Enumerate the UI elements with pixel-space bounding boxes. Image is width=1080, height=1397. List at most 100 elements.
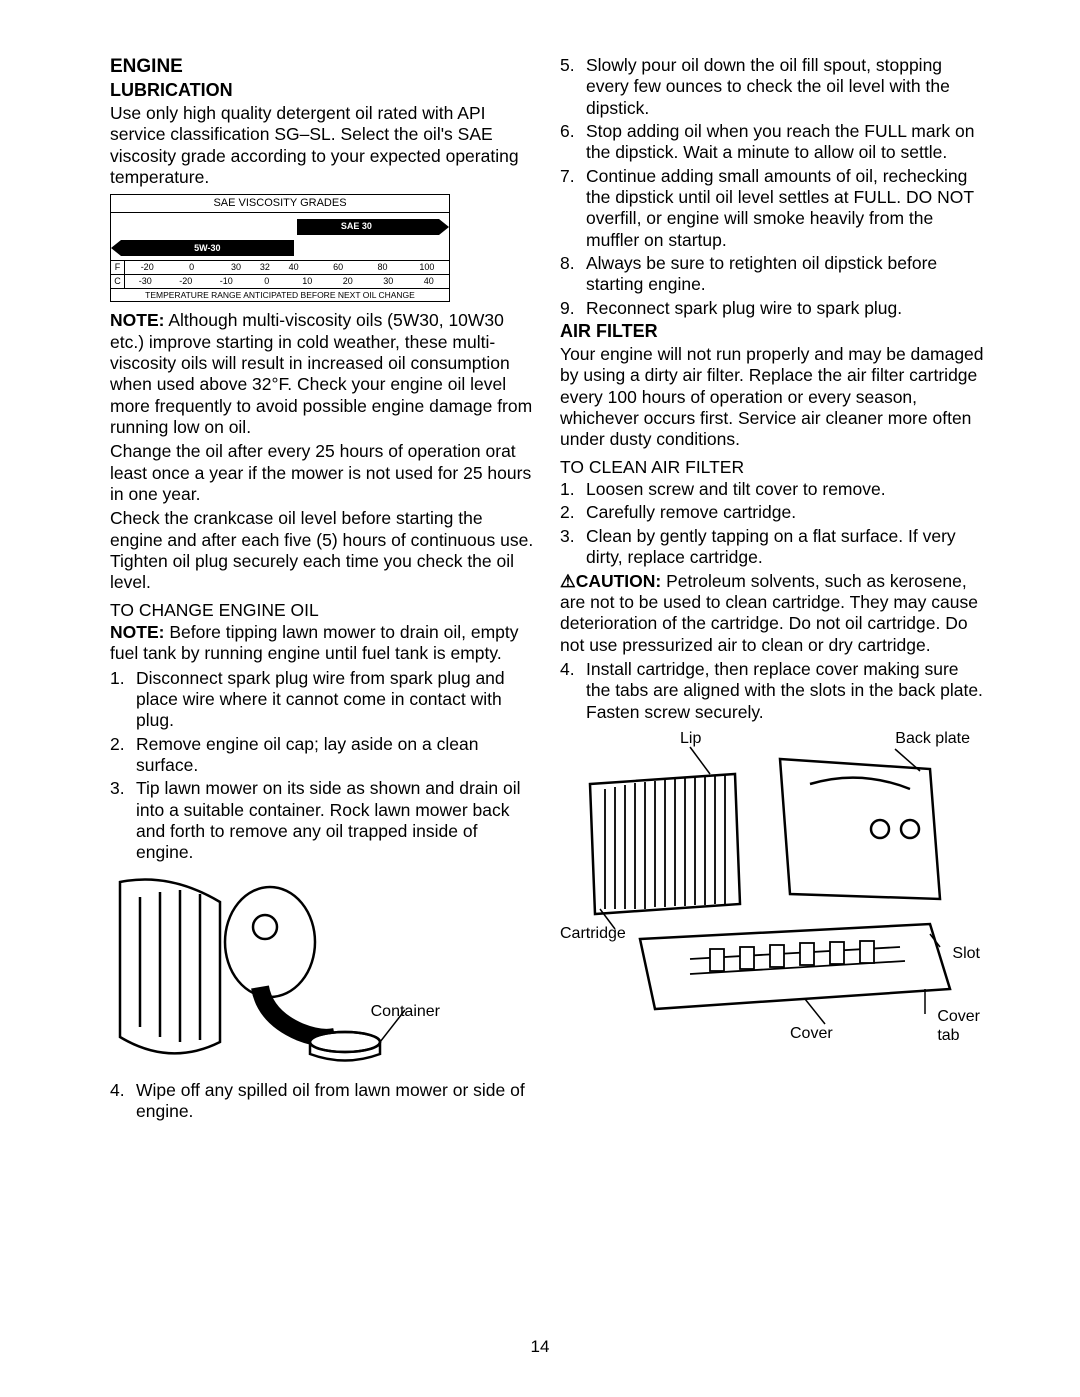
scale-f-val: -20 — [125, 261, 169, 274]
scale-c-unit: C — [111, 275, 125, 288]
step-number: 1. — [560, 479, 586, 500]
list-item: 4.Install cartridge, then replace cover … — [560, 659, 985, 723]
list-item: 1.Loosen screw and tilt cover to remove. — [560, 479, 985, 500]
scale-c-val: 20 — [328, 275, 369, 288]
step-text: Loosen screw and tilt cover to remove. — [586, 479, 985, 500]
step-number: 5. — [560, 55, 586, 119]
step-number: 2. — [110, 734, 136, 777]
list-item: 3.Tip lawn mower on its side as shown an… — [110, 778, 535, 863]
scale-f-val: 60 — [316, 261, 360, 274]
heading-air-filter: AIR FILTER — [560, 321, 985, 343]
list-item: 8.Always be sure to retighten oil dipsti… — [560, 253, 985, 296]
note-label: NOTE: — [110, 310, 164, 330]
heading-clean-filter: TO CLEAN AIR FILTER — [560, 457, 985, 478]
list-item: 6.Stop adding oil when you reach the FUL… — [560, 121, 985, 164]
chart-title: SAE VISCOSITY GRADES — [111, 195, 449, 213]
scale-f-val: 100 — [405, 261, 449, 274]
note-text: Before tipping lawn mower to drain oil, … — [110, 622, 519, 663]
step-text: Slowly pour oil down the oil fill spout,… — [586, 55, 985, 119]
step-text: Continue adding small amounts of oil, re… — [586, 166, 985, 251]
scale-f-val: 32 — [258, 261, 271, 274]
step-number: 1. — [110, 668, 136, 732]
step-text: Clean by gently tapping on a flat surfac… — [586, 526, 985, 569]
steps-change-oil-a: 1.Disconnect spark plug wire from spark … — [110, 668, 535, 864]
warning-icon: ⚠ — [560, 571, 576, 591]
para-check-level: Check the crankcase oil level before sta… — [110, 508, 535, 593]
scale-f-val: 30 — [214, 261, 258, 274]
step-text: Stop adding oil when you reach the FULL … — [586, 121, 985, 164]
step-number: 3. — [560, 526, 586, 569]
figure-oil-drain: Container — [110, 872, 440, 1072]
step-number: 3. — [110, 778, 136, 863]
list-item: 5.Slowly pour oil down the oil fill spou… — [560, 55, 985, 119]
label-cover-tab: Covertab — [937, 1007, 980, 1046]
heading-change-oil: TO CHANGE ENGINE OIL — [110, 600, 535, 621]
bar-sae30-label: SAE 30 — [341, 221, 372, 232]
label-slot: Slot — [952, 944, 980, 964]
label-cartridge: Cartridge — [560, 924, 626, 944]
note-multiviscosity: NOTE: Although multi-viscosity oils (5W3… — [110, 310, 535, 438]
step-number: 2. — [560, 502, 586, 523]
list-item: 2.Remove engine oil cap; lay aside on a … — [110, 734, 535, 777]
step-number: 9. — [560, 298, 586, 319]
steps-clean-filter-b: 4.Install cartridge, then replace cover … — [560, 659, 985, 723]
scale-c-val: 10 — [287, 275, 328, 288]
arrow-left-icon — [111, 240, 121, 256]
scale-c-val: -30 — [125, 275, 166, 288]
scale-c: C -30 -20 -10 0 10 20 30 40 — [111, 275, 449, 289]
para-change-interval: Change the oil after every 25 hours of o… — [110, 441, 535, 505]
scale-f-val: 0 — [169, 261, 213, 274]
chart-caption: TEMPERATURE RANGE ANTICIPATED BEFORE NEX… — [111, 289, 449, 301]
note-before-tipping: NOTE: Before tipping lawn mower to drain… — [110, 622, 535, 665]
scale-c-val: -20 — [166, 275, 207, 288]
scale-c-val: -10 — [206, 275, 247, 288]
heading-engine: ENGINE — [110, 55, 535, 78]
step-text: Install cartridge, then replace cover ma… — [586, 659, 985, 723]
scale-f-val: 80 — [360, 261, 404, 274]
figure-air-filter: Lip Back plate Cartridge Slot Cover Cove… — [560, 729, 980, 1049]
note-label: NOTE: — [110, 622, 164, 642]
scale-f-unit: F — [111, 261, 125, 274]
list-item: 4.Wipe off any spilled oil from lawn mow… — [110, 1080, 535, 1123]
scale-f-val: 40 — [271, 261, 315, 274]
list-item: 7.Continue adding small amounts of oil, … — [560, 166, 985, 251]
step-text: Reconnect spark plug wire to spark plug. — [586, 298, 985, 319]
scale-c-val: 30 — [368, 275, 409, 288]
step-number: 6. — [560, 121, 586, 164]
heading-lubrication: LUBRICATION — [110, 80, 535, 102]
steps-clean-filter-a: 1.Loosen screw and tilt cover to remove.… — [560, 479, 985, 568]
list-item: 2.Carefully remove cartridge. — [560, 502, 985, 523]
left-column: ENGINE LUBRICATION Use only high quality… — [110, 55, 535, 1124]
step-text: Carefully remove cartridge. — [586, 502, 985, 523]
label-lip: Lip — [680, 729, 701, 749]
right-column: 5.Slowly pour oil down the oil fill spou… — [560, 55, 985, 1124]
scale-c-val: 0 — [247, 275, 288, 288]
step-text: Disconnect spark plug wire from spark pl… — [136, 668, 535, 732]
para-air-filter: Your engine will not run properly and ma… — [560, 344, 985, 451]
steps-change-oil-c: 5.Slowly pour oil down the oil fill spou… — [560, 55, 985, 319]
step-text: Tip lawn mower on its side as shown and … — [136, 778, 535, 863]
list-item: 3.Clean by gently tapping on a flat surf… — [560, 526, 985, 569]
caution-label: CAUTION: — [576, 571, 662, 591]
step-text: Remove engine oil cap; lay aside on a cl… — [136, 734, 535, 777]
para-lubrication: Use only high quality detergent oil rate… — [110, 103, 535, 188]
page-number: 14 — [531, 1337, 550, 1357]
label-cover: Cover — [790, 1024, 833, 1044]
viscosity-chart: SAE VISCOSITY GRADES SAE 30 5W-30 F -20 … — [110, 194, 450, 303]
list-item: 9.Reconnect spark plug wire to spark plu… — [560, 298, 985, 319]
chart-bars: SAE 30 5W-30 — [111, 213, 449, 261]
step-number: 8. — [560, 253, 586, 296]
note-text: Although multi-viscosity oils (5W30, 10W… — [110, 310, 532, 437]
step-number: 4. — [560, 659, 586, 723]
step-number: 7. — [560, 166, 586, 251]
scale-f: F -20 0 30 32 40 60 80 100 — [111, 261, 449, 275]
list-item: 1.Disconnect spark plug wire from spark … — [110, 668, 535, 732]
step-number: 4. — [110, 1080, 136, 1123]
arrow-right-icon — [439, 219, 449, 235]
scale-c-val: 40 — [409, 275, 450, 288]
step-text: Wipe off any spilled oil from lawn mower… — [136, 1080, 535, 1123]
step-text: Always be sure to retighten oil dipstick… — [586, 253, 985, 296]
steps-change-oil-b: 4.Wipe off any spilled oil from lawn mow… — [110, 1080, 535, 1123]
label-container: Container — [371, 1002, 440, 1022]
caution-paragraph: ⚠CAUTION: Petroleum solvents, such as ke… — [560, 571, 985, 656]
